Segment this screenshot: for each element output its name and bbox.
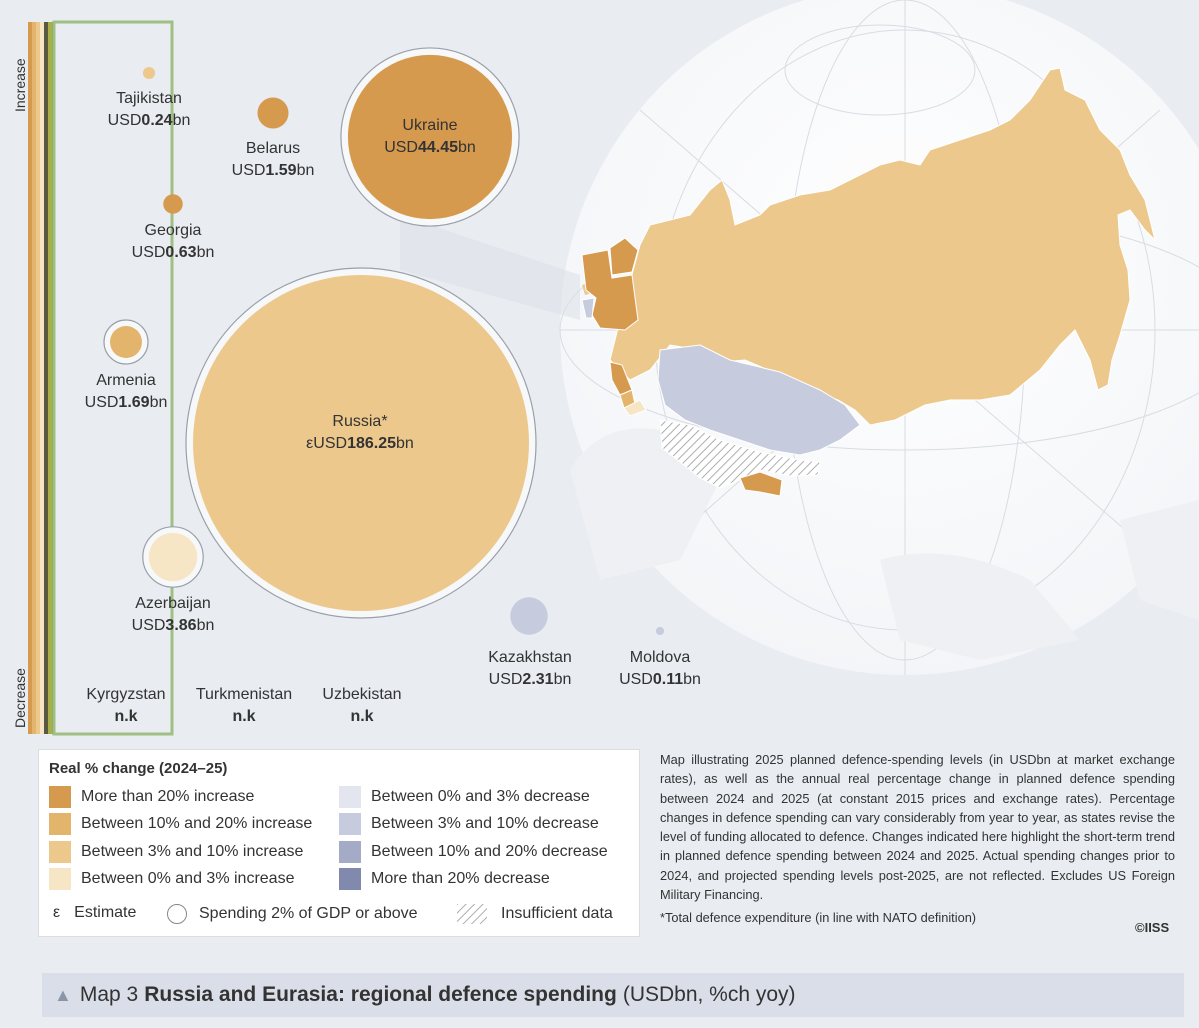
bubble-azerbaijan [148, 532, 198, 582]
caption-triangle-icon: ▲ [54, 984, 72, 1005]
legend-title: Real % change (2024–25) [49, 760, 228, 777]
legend-item-inc-20-plus: More than 20% increase [49, 786, 254, 808]
legend-swatch [339, 813, 361, 835]
legend: Real % change (2024–25) More than 20% in… [38, 749, 640, 937]
legend-gdp: Spending 2% of GDP or above [167, 904, 418, 924]
copyright: ©IISS [1135, 920, 1170, 935]
legend-swatch [339, 868, 361, 890]
bubble-russia [193, 275, 529, 611]
legend-swatch [49, 813, 71, 835]
insufficient-data-region [659, 419, 821, 489]
azerbaijan-territory [623, 399, 647, 417]
label-kazakhstan: Kazakhstan USD2.31bn [488, 649, 572, 688]
bubble-armenia [109, 325, 143, 359]
estimate-symbol: ε [53, 904, 61, 921]
legend-item-inc-0-3: Between 0% and 3% increase [49, 868, 294, 890]
legend-estimate: ε Estimate [53, 904, 137, 921]
legend-swatch [49, 868, 71, 890]
increase-label: Increase [12, 58, 28, 112]
label-moldova: Moldova USD0.11bn [619, 649, 701, 688]
label-tajikistan: Tajikistan USD0.24bn [107, 90, 191, 129]
bubble-ukraine [347, 54, 513, 220]
gdp-circle-icon [167, 904, 187, 924]
moldova-territory [581, 297, 595, 319]
legend-swatch [339, 841, 361, 863]
map-caption: ▲ Map 3 Russia and Eurasia: regional def… [42, 973, 1184, 1017]
label-belarus: Belarus USD1.59bn [231, 140, 315, 179]
tajikistan-territory [739, 471, 783, 497]
caption-title: Russia and Eurasia: regional defence spe… [144, 983, 617, 1006]
bubble-belarus [257, 97, 289, 129]
bubble-kazakhstan [510, 597, 548, 635]
ukraine-territory [581, 249, 639, 331]
legend-swatch [339, 786, 361, 808]
bubble-tajikistan [142, 66, 156, 80]
label-azerbaijan: Azerbaijan USD3.86bn [131, 595, 215, 634]
legend-item-dec-0-3: Between 0% and 3% decrease [339, 786, 590, 808]
legend-item-dec-20-plus: More than 20% decrease [339, 868, 550, 890]
belarus-territory [609, 237, 639, 276]
ghost-land [880, 553, 1080, 660]
label-armenia: Armenia USD1.69bn [84, 372, 168, 411]
footnote: *Total defence expenditure (in line with… [660, 910, 977, 925]
legend-insufficient: Insufficient data [457, 904, 613, 924]
legend-item-dec-3-10: Between 3% and 10% decrease [339, 813, 599, 835]
decrease-label: Decrease [12, 668, 28, 728]
label-georgia: Georgia USD0.63bn [131, 222, 215, 261]
legend-item-inc-3-10: Between 3% and 10% increase [49, 841, 303, 863]
ghost-land [1120, 500, 1199, 620]
spending-bubbles [103, 47, 665, 636]
russia-territory [609, 67, 1156, 426]
legend-item-dec-10-20: Between 10% and 20% decrease [339, 841, 608, 863]
caption-unit: (USDbn, %ch yoy) [622, 983, 796, 1006]
ghost-land [570, 428, 720, 580]
label-uzbekistan: Uzbekistan n.k [322, 686, 402, 725]
legend-swatch [49, 786, 71, 808]
change-scale-bar [28, 20, 174, 736]
caption-map-number: Map 3 [79, 983, 139, 1006]
bubble-moldova [655, 626, 665, 636]
legend-item-inc-10-20: Between 10% and 20% increase [49, 813, 312, 835]
label-russia: Russia* εUSD186.25bn [306, 413, 414, 452]
connector-band [400, 215, 580, 320]
legend-swatch [49, 841, 71, 863]
kazakhstan-territory [657, 344, 861, 456]
map-notes: Map illustrating 2025 planned defence-sp… [660, 752, 1175, 903]
hatch-swatch-icon [457, 904, 487, 924]
bubble-georgia [163, 194, 183, 214]
label-kyrgyzstan: Kyrgyzstan n.k [86, 686, 166, 725]
label-ukraine: Ukraine USD44.45bn [384, 117, 476, 156]
label-turkmenistan: Turkmenistan n.k [195, 686, 293, 725]
